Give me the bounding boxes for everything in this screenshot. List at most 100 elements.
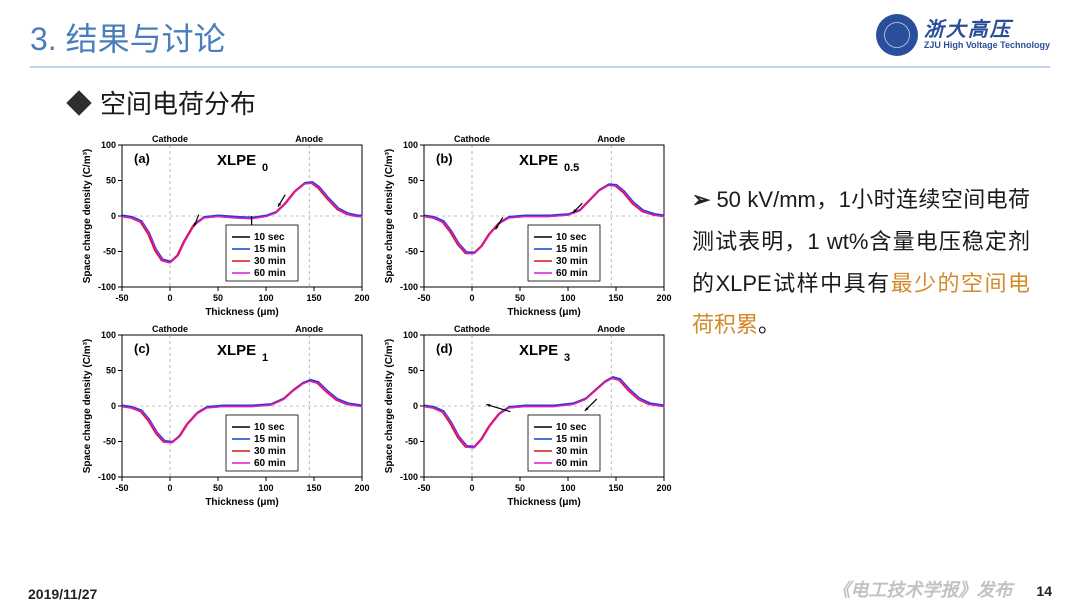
svg-text:100: 100 — [258, 483, 273, 493]
svg-text:Space charge density (C/m³): Space charge density (C/m³) — [384, 339, 395, 473]
svg-text:200: 200 — [656, 483, 671, 493]
svg-text:10 sec: 10 sec — [254, 232, 285, 243]
svg-text:150: 150 — [608, 293, 623, 303]
svg-text:-100: -100 — [400, 472, 418, 482]
divider — [30, 66, 1050, 68]
svg-text:50: 50 — [408, 366, 418, 376]
svg-text:200: 200 — [354, 483, 369, 493]
svg-text:10 sec: 10 sec — [556, 232, 587, 243]
subtitle-text: 空间电荷分布 — [100, 84, 256, 121]
svg-text:Anode: Anode — [597, 324, 625, 334]
svg-text:30 min: 30 min — [254, 256, 286, 267]
svg-text:200: 200 — [354, 293, 369, 303]
chart-panel-d: -50050100150200-100-50050100Thickness (μ… — [372, 319, 672, 507]
svg-text:15 min: 15 min — [556, 244, 588, 255]
svg-text:Cathode: Cathode — [152, 134, 188, 144]
logo-text: 浙大高压 ZJU High Voltage Technology — [924, 20, 1050, 50]
svg-text:100: 100 — [258, 293, 273, 303]
svg-text:50: 50 — [213, 293, 223, 303]
svg-text:XLPE: XLPE — [519, 342, 558, 359]
svg-text:30 min: 30 min — [254, 446, 286, 457]
svg-text:XLPE: XLPE — [217, 342, 256, 359]
svg-text:60 min: 60 min — [254, 268, 286, 279]
svg-text:3: 3 — [564, 352, 570, 364]
svg-text:Space charge density (C/m³): Space charge density (C/m³) — [82, 339, 93, 473]
svg-text:50: 50 — [106, 176, 116, 186]
svg-text:50: 50 — [213, 483, 223, 493]
svg-text:Anode: Anode — [295, 134, 323, 144]
logo-en-text: ZJU High Voltage Technology — [924, 41, 1050, 50]
svg-text:Cathode: Cathode — [454, 134, 490, 144]
footer-journal: 《电工技术学报》发布 — [832, 576, 1012, 602]
chart-grid: -50050100150200-100-50050100Thickness (μ… — [70, 129, 672, 507]
svg-text:XLPE: XLPE — [217, 152, 256, 169]
svg-text:-100: -100 — [98, 282, 116, 292]
footer: 2019/11/27 《电工技术学报》发布 14 — [0, 576, 1080, 602]
svg-text:0: 0 — [413, 401, 418, 411]
logo-cn-text: 浙大高压 — [924, 20, 1050, 41]
svg-text:15 min: 15 min — [556, 434, 588, 445]
svg-text:(c): (c) — [134, 341, 150, 356]
svg-text:-50: -50 — [103, 437, 116, 447]
svg-text:Anode: Anode — [295, 324, 323, 334]
content-area: -50050100150200-100-50050100Thickness (μ… — [0, 129, 1080, 507]
svg-text:-50: -50 — [405, 247, 418, 257]
svg-text:50: 50 — [408, 176, 418, 186]
svg-text:50: 50 — [106, 366, 116, 376]
svg-text:Thickness (μm): Thickness (μm) — [507, 497, 580, 507]
header: 3. 结果与讨论 浙大高压 ZJU High Voltage Technolog… — [0, 0, 1080, 60]
svg-text:60 min: 60 min — [556, 458, 588, 469]
svg-text:Anode: Anode — [597, 134, 625, 144]
svg-text:30 min: 30 min — [556, 446, 588, 457]
svg-text:15 min: 15 min — [254, 434, 286, 445]
description-text: ➢50 kV/mm，1小时连续空间电荷测试表明，1 wt%含量电压稳定剂的XLP… — [692, 129, 1050, 507]
svg-text:150: 150 — [608, 483, 623, 493]
desc-end: 。 — [758, 312, 780, 337]
svg-text:15 min: 15 min — [254, 244, 286, 255]
chart-panel-c: -50050100150200-100-50050100Thickness (μ… — [70, 319, 370, 507]
svg-text:-100: -100 — [400, 282, 418, 292]
svg-text:100: 100 — [101, 140, 116, 150]
svg-text:0.5: 0.5 — [564, 162, 579, 174]
svg-text:-50: -50 — [417, 293, 430, 303]
footer-date: 2019/11/27 — [28, 586, 97, 602]
svg-text:-50: -50 — [115, 483, 128, 493]
svg-text:100: 100 — [101, 330, 116, 340]
svg-text:(b): (b) — [436, 151, 453, 166]
svg-text:Space charge density (C/m³): Space charge density (C/m³) — [384, 149, 395, 283]
svg-text:200: 200 — [656, 293, 671, 303]
section-title: 3. 结果与讨论 — [30, 14, 226, 60]
svg-text:100: 100 — [403, 330, 418, 340]
diamond-icon — [66, 90, 91, 115]
svg-text:10 sec: 10 sec — [556, 422, 587, 433]
svg-text:0: 0 — [469, 293, 474, 303]
svg-text:Thickness (μm): Thickness (μm) — [205, 497, 278, 507]
chart-panel-a: -50050100150200-100-50050100Thickness (μ… — [70, 129, 370, 317]
svg-text:0: 0 — [469, 483, 474, 493]
svg-text:0: 0 — [111, 211, 116, 221]
svg-text:(a): (a) — [134, 151, 150, 166]
svg-text:150: 150 — [306, 293, 321, 303]
svg-text:0: 0 — [167, 293, 172, 303]
svg-text:0: 0 — [413, 211, 418, 221]
svg-text:30 min: 30 min — [556, 256, 588, 267]
svg-text:0: 0 — [167, 483, 172, 493]
svg-text:100: 100 — [560, 293, 575, 303]
svg-text:60 min: 60 min — [556, 268, 588, 279]
svg-text:150: 150 — [306, 483, 321, 493]
svg-text:50: 50 — [515, 483, 525, 493]
seal-icon — [876, 14, 918, 56]
svg-text:-50: -50 — [103, 247, 116, 257]
chart-panel-b: -50050100150200-100-50050100Thickness (μ… — [372, 129, 672, 317]
svg-text:100: 100 — [560, 483, 575, 493]
svg-text:10 sec: 10 sec — [254, 422, 285, 433]
svg-text:Thickness (μm): Thickness (μm) — [205, 307, 278, 317]
svg-text:1: 1 — [262, 352, 268, 364]
svg-text:60 min: 60 min — [254, 458, 286, 469]
svg-text:-50: -50 — [405, 437, 418, 447]
svg-text:(d): (d) — [436, 341, 453, 356]
institution-logo: 浙大高压 ZJU High Voltage Technology — [876, 14, 1050, 56]
svg-text:100: 100 — [403, 140, 418, 150]
svg-text:-50: -50 — [417, 483, 430, 493]
svg-text:50: 50 — [515, 293, 525, 303]
